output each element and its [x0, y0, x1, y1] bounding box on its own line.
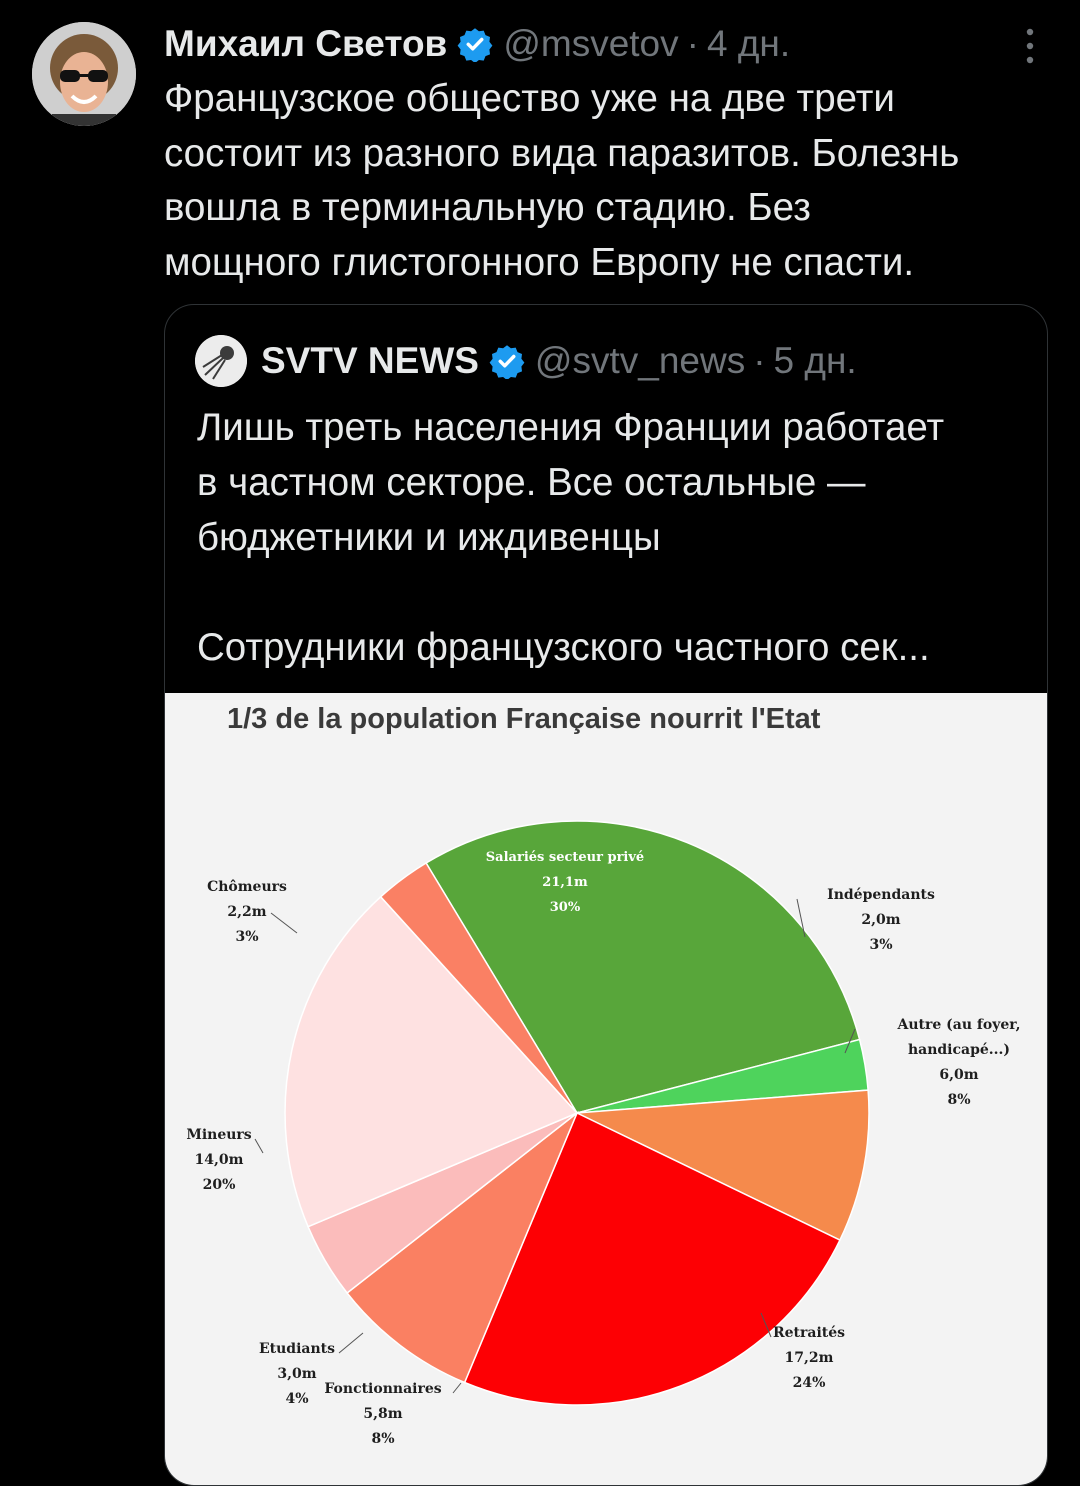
- pie-label: Salariés secteur privé 21,1m 30%: [486, 850, 644, 915]
- slice-label: Mineurs: [186, 1127, 251, 1143]
- slice-value: 2,0m: [861, 912, 900, 928]
- slice-label: Fonctionnaires: [324, 1381, 441, 1397]
- quoted-author-avatar[interactable]: [195, 335, 247, 387]
- avatar-photo: [32, 22, 136, 126]
- leader-line: [844, 1028, 856, 1054]
- quoted-tweet-time[interactable]: 5 дн.: [773, 340, 857, 381]
- tweet-body: Французское общество уже на две трети со…: [164, 72, 1064, 290]
- slice-value: 3,0m: [277, 1366, 316, 1382]
- pie-label: Autre (au foyer, handicapé...) 6,0m 8%: [844, 1017, 1021, 1108]
- tweet-text-line: вошла в терминальную стадию. Без: [164, 186, 811, 229]
- separator-dot: ·: [686, 23, 699, 64]
- pie-slice-mineurs: [284, 895, 579, 1228]
- pie-slice-fonctionnaires: [346, 1110, 579, 1384]
- slice-label: Salariés secteur privé: [486, 850, 644, 865]
- slice-percent: 3%: [235, 929, 258, 945]
- slice-label: Etudiants: [259, 1341, 335, 1357]
- slice-label: Chômeurs: [207, 879, 287, 895]
- tweet-header: Михаил Светов @msvetov · 4 дн.: [164, 20, 1040, 68]
- tweet-time[interactable]: 4 дн.: [706, 23, 791, 64]
- slice-value: 17,2m: [785, 1350, 834, 1366]
- pie-label: Etudiants 3,0m 4%: [259, 1332, 364, 1407]
- chart-title: 1/3 de la population Française nourrit l…: [227, 703, 821, 735]
- pie-label: Retraités 17,2m 24%: [760, 1312, 845, 1391]
- pie-label: Chômeurs 2,2m 3%: [207, 879, 298, 945]
- pie-slice-chomeurs: [379, 861, 578, 1114]
- verified-badge-icon: [489, 345, 525, 379]
- slice-percent: 8%: [947, 1092, 970, 1108]
- author-name[interactable]: Михаил Светов: [164, 23, 448, 64]
- quoted-tweet-header: SVTV NEWS @svtv_news · 5 дн.: [195, 335, 857, 387]
- slice-value: 6,0m: [939, 1067, 978, 1083]
- slice-label: Autre (au foyer,: [896, 1017, 1020, 1033]
- slice-percent: 3%: [869, 937, 892, 953]
- slice-value: 2,2m: [227, 904, 266, 920]
- tweet-text-line: мощного глистогонного Европу не спасти.: [164, 240, 915, 284]
- quoted-text-line: в частном секторе. Все остальные —: [197, 461, 866, 504]
- tweet-text-line: состоит из разного вида паразитов. Болез…: [164, 131, 960, 175]
- pie-label: Fonctionnaires 5,8m 8%: [324, 1381, 462, 1447]
- attached-chart-image[interactable]: 1/3 de la population Française nourrit l…: [165, 693, 1047, 1485]
- slice-percent: 20%: [203, 1177, 236, 1193]
- pie-slice-retraites: [463, 1111, 841, 1406]
- pie-slice-autre: [574, 1089, 870, 1242]
- pie-label: Indépendants 2,0m 3%: [796, 887, 935, 953]
- satellite-logo-icon: [195, 335, 247, 387]
- quoted-tweet-body: Лишь треть населения Франции работает в …: [197, 400, 1027, 675]
- leader-line: [796, 898, 806, 938]
- leader-line: [254, 1138, 264, 1154]
- quoted-tweet-card[interactable]: SVTV NEWS @svtv_news · 5 дн. Лишь треть …: [164, 304, 1048, 1486]
- slice-percent: 8%: [371, 1431, 394, 1447]
- quoted-text-truncated: Сотрудники французского частного сек...: [197, 626, 930, 669]
- separator-dot: ·: [753, 340, 766, 381]
- author-avatar[interactable]: [32, 22, 136, 126]
- slice-label: Retraités: [773, 1325, 845, 1341]
- pie-chart: Salariés secteur privé 21,1m 30% Indépendan…: [186, 820, 1021, 1447]
- quoted-author-handle[interactable]: @svtv_news: [534, 340, 746, 381]
- quoted-author-name[interactable]: SVTV NEWS: [261, 340, 479, 381]
- quoted-text-line: бюджетники и иждивенцы: [197, 516, 661, 559]
- quoted-text-line: Лишь треть населения Франции работает: [197, 406, 945, 449]
- leader-line: [270, 912, 298, 934]
- slice-value: 14,0m: [195, 1152, 244, 1168]
- author-handle[interactable]: @msvetov: [503, 23, 679, 64]
- leader-line: [338, 1332, 364, 1354]
- more-options-icon[interactable]: [1024, 26, 1036, 66]
- slice-percent: 24%: [793, 1375, 826, 1391]
- slice-label: Indépendants: [827, 887, 935, 903]
- leader-line: [760, 1312, 772, 1338]
- pie-label: Mineurs 14,0m 20%: [186, 1127, 264, 1193]
- verified-badge-icon: [457, 28, 493, 62]
- slice-value: 5,8m: [363, 1406, 402, 1422]
- slice-percent: 4%: [285, 1391, 308, 1407]
- tweet-text-line: Французское общество уже на две трети: [164, 77, 895, 120]
- pie-slice-salaries: [425, 820, 861, 1114]
- slice-value: 21,1m: [542, 875, 588, 890]
- leader-line: [452, 1382, 462, 1394]
- slice-label: handicapé...): [908, 1042, 1010, 1058]
- slice-percent: 30%: [550, 900, 581, 915]
